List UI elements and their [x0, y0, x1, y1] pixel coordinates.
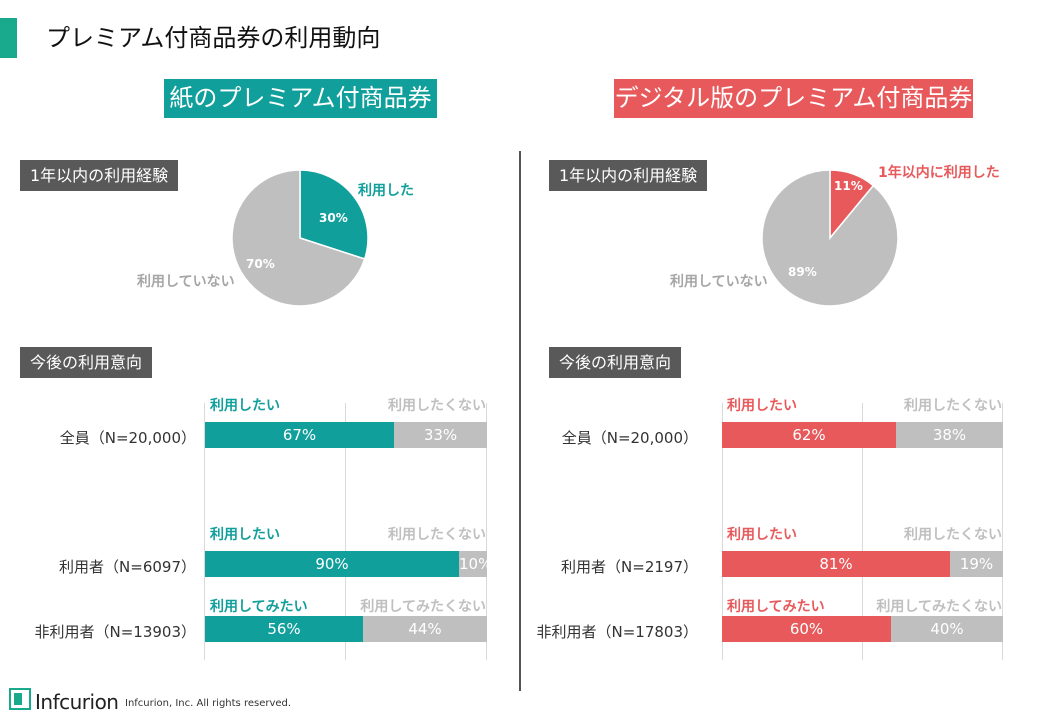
digital-gridline-50 [862, 403, 863, 660]
paper-pie-chart [231, 169, 369, 307]
paper-gridline-0 [204, 403, 205, 660]
digital-experience-title: 1年以内の利用経験 [549, 160, 708, 191]
paper-row-label: 利用者（N=6097） [59, 558, 196, 576]
digital-bar-no: 40% [891, 616, 1003, 642]
paper-bar-yes: 67% [205, 422, 394, 448]
digital-gridline-0 [722, 403, 723, 660]
digital-row-yes-label: 利用してみたい [727, 599, 825, 615]
column-divider [519, 151, 521, 691]
paper-row-yes-label: 利用したい [210, 398, 280, 414]
paper-bar-no: 10% [459, 551, 487, 577]
digital-row-yes-label: 利用したい [727, 527, 797, 543]
paper-bar-no: 33% [394, 422, 487, 448]
infcurion-logo-icon [9, 688, 31, 710]
paper-bar-yes: 56% [205, 616, 363, 642]
digital-pie-label-not-used: 利用していない [670, 274, 768, 290]
paper-experience-title: 1年以内の利用経験 [20, 160, 179, 191]
paper-pie-slice-not-used [231, 169, 366, 307]
digital-row-label: 利用者（N=2197） [561, 558, 698, 576]
digital-pie-slice-not-used [761, 169, 899, 307]
paper-pie-pct-not-used: 70% [246, 257, 275, 271]
paper-pie-label-not-used: 利用していない [137, 274, 235, 290]
digital-row-no-label: 利用したくない [904, 398, 1002, 414]
page-title: プレミアム付商品券の利用動向 [46, 24, 381, 52]
paper-bar-row: 67% 33% [205, 422, 487, 448]
digital-bar-row: 62% 38% [722, 422, 1003, 448]
title-accent-bar [0, 18, 17, 58]
digital-pie-chart [761, 169, 899, 307]
paper-bar-row: 56% 44% [205, 616, 487, 642]
paper-pie-slice-used [299, 169, 369, 260]
paper-row-label: 全員（N=20,000） [59, 429, 196, 447]
digital-row-label: 非利用者（N=17803） [536, 623, 698, 641]
digital-row-yes-label: 利用したい [727, 398, 797, 414]
digital-row-label: 全員（N=20,000） [561, 429, 698, 447]
paper-banner: 紙のプレミアム付商品券 [164, 79, 437, 118]
digital-bar-yes: 60% [722, 616, 891, 642]
paper-pie-pct-used: 30% [319, 211, 348, 225]
paper-gridline-50 [345, 403, 346, 660]
paper-row-no-label: 利用したくない [388, 398, 486, 414]
paper-pie-label-used: 利用した [358, 183, 414, 199]
digital-intent-title: 今後の利用意向 [549, 347, 682, 378]
paper-bar-yes: 90% [205, 551, 459, 577]
paper-row-yes-label: 利用したい [210, 527, 280, 543]
paper-row-no-label: 利用してみたくない [360, 599, 486, 615]
digital-bar-yes: 62% [722, 422, 896, 448]
digital-gridline-100 [1002, 403, 1003, 660]
digital-row-no-label: 利用したくない [904, 527, 1002, 543]
paper-gridline-100 [486, 403, 487, 660]
digital-bar-no: 38% [896, 422, 1003, 448]
paper-row-label: 非利用者（N=13903） [34, 623, 196, 641]
digital-bar-row: 60% 40% [722, 616, 1003, 642]
digital-row-no-label: 利用してみたくない [876, 599, 1002, 615]
digital-bar-yes: 81% [722, 551, 950, 577]
copyright-text: Infcurion, Inc. All rights reserved. [125, 698, 292, 709]
digital-banner: デジタル版のプレミアム付商品券 [614, 79, 973, 118]
paper-row-no-label: 利用したくない [388, 527, 486, 543]
paper-bar-no: 44% [363, 616, 487, 642]
paper-bar-row: 90% 10% [205, 551, 487, 577]
digital-bar-row: 81% 19% [722, 551, 1003, 577]
digital-pie-pct-used: 11% [834, 179, 863, 193]
digital-bar-no: 19% [950, 551, 1003, 577]
logo-text: Infcurion [35, 690, 119, 714]
paper-intent-title: 今後の利用意向 [20, 347, 153, 378]
digital-pie-pct-not-used: 89% [788, 265, 817, 279]
paper-row-yes-label: 利用してみたい [210, 599, 308, 615]
digital-pie-label-used: 1年以内に利用した [878, 165, 1000, 181]
